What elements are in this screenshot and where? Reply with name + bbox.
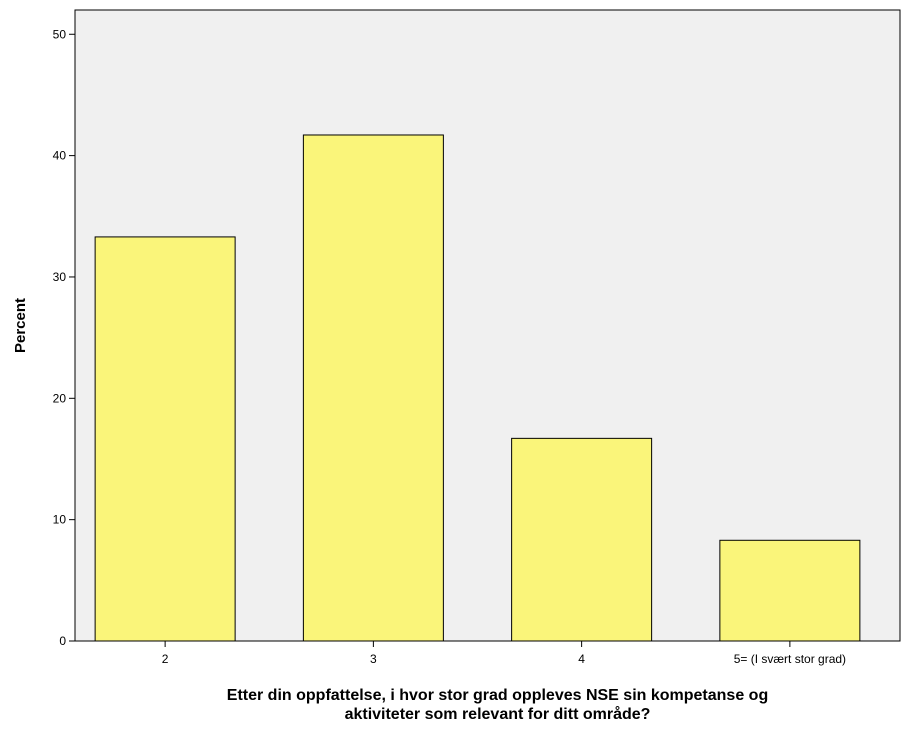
x-tick-label: 5= (I svært stor grad) — [734, 652, 846, 666]
x-tick-label: 4 — [578, 652, 585, 666]
x-tick-label: 2 — [162, 652, 169, 666]
y-tick-label: 40 — [53, 149, 67, 163]
y-tick-label: 30 — [53, 270, 67, 284]
x-axis: 2 3 4 5= (I svært stor grad) — [75, 640, 900, 666]
bar-3 — [511, 437, 653, 642]
y-tick-label: 50 — [53, 27, 67, 41]
x-axis-title-line-1: Etter din oppfattelse, i hvor stor grad … — [227, 687, 768, 704]
y-axis-title: Percent — [12, 298, 29, 353]
y-axis: 0 10 20 30 40 50 — [53, 10, 76, 648]
bar-4 — [719, 539, 861, 642]
x-axis-title-line-2: aktiviteter som relevant for ditt område… — [345, 705, 651, 723]
x-tick-label: 3 — [370, 652, 377, 666]
bars-group — [94, 134, 861, 642]
y-tick-label: 20 — [53, 391, 67, 405]
y-tick-label: 10 — [53, 513, 67, 527]
bar-2 — [302, 134, 444, 642]
bar-1 — [94, 236, 236, 642]
y-tick-label: 0 — [59, 634, 66, 648]
